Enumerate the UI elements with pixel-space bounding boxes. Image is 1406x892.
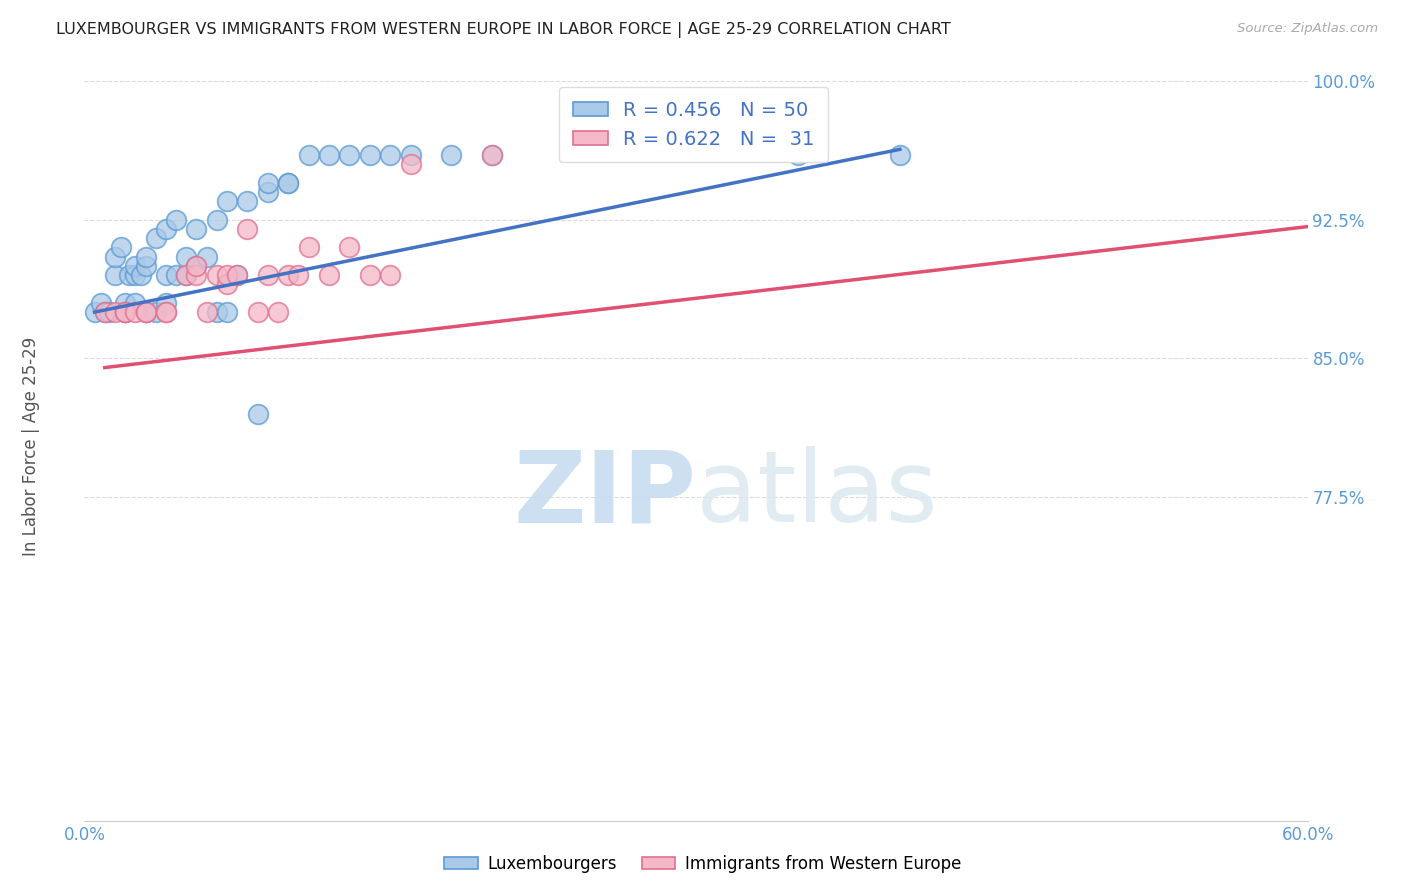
Point bbox=[318, 148, 340, 162]
Point bbox=[93, 305, 115, 319]
Point bbox=[124, 305, 146, 319]
Point bbox=[298, 148, 321, 162]
Point bbox=[257, 185, 280, 199]
Point bbox=[298, 240, 321, 254]
Point bbox=[257, 176, 280, 190]
Point bbox=[380, 148, 402, 162]
Point bbox=[135, 305, 157, 319]
Point bbox=[155, 222, 177, 236]
Point bbox=[135, 259, 157, 273]
Point bbox=[440, 148, 463, 162]
Point bbox=[195, 305, 218, 319]
Point bbox=[155, 268, 177, 282]
Point bbox=[124, 268, 146, 282]
Legend: Luxembourgers, Immigrants from Western Europe: Luxembourgers, Immigrants from Western E… bbox=[437, 848, 969, 880]
Point bbox=[174, 268, 197, 282]
Point bbox=[135, 305, 157, 319]
Point bbox=[217, 277, 239, 292]
Point bbox=[236, 222, 259, 236]
Text: LUXEMBOURGER VS IMMIGRANTS FROM WESTERN EUROPE IN LABOR FORCE | AGE 25-29 CORREL: LUXEMBOURGER VS IMMIGRANTS FROM WESTERN … bbox=[56, 22, 950, 38]
Point bbox=[257, 268, 280, 282]
Point bbox=[114, 305, 136, 319]
Point bbox=[165, 268, 187, 282]
Text: In Labor Force | Age 25-29: In Labor Force | Age 25-29 bbox=[22, 336, 39, 556]
Point bbox=[165, 212, 187, 227]
Point bbox=[339, 148, 361, 162]
Point bbox=[131, 268, 153, 282]
Point bbox=[205, 305, 228, 319]
Point bbox=[246, 305, 269, 319]
Point bbox=[481, 148, 503, 162]
Point bbox=[217, 268, 239, 282]
Point bbox=[155, 296, 177, 310]
Point bbox=[226, 268, 249, 282]
Point bbox=[339, 240, 361, 254]
Point bbox=[399, 148, 422, 162]
Point bbox=[114, 305, 136, 319]
Point bbox=[186, 268, 208, 282]
Point bbox=[380, 268, 402, 282]
Point bbox=[217, 194, 239, 208]
Point bbox=[277, 176, 299, 190]
Point bbox=[97, 305, 120, 319]
Point bbox=[93, 305, 115, 319]
Point bbox=[205, 268, 228, 282]
Legend: R = 0.456   N = 50, R = 0.622   N =  31: R = 0.456 N = 50, R = 0.622 N = 31 bbox=[560, 87, 828, 162]
Point bbox=[246, 407, 269, 421]
Point bbox=[186, 259, 208, 273]
Point bbox=[287, 268, 309, 282]
Point bbox=[481, 148, 503, 162]
Point bbox=[318, 268, 340, 282]
Point bbox=[217, 305, 239, 319]
Point bbox=[114, 305, 136, 319]
Point bbox=[114, 296, 136, 310]
Point bbox=[155, 305, 177, 319]
Text: Source: ZipAtlas.com: Source: ZipAtlas.com bbox=[1237, 22, 1378, 36]
Point bbox=[124, 296, 146, 310]
Text: atlas: atlas bbox=[696, 446, 938, 543]
Point bbox=[226, 268, 249, 282]
Point bbox=[174, 268, 197, 282]
Point bbox=[145, 231, 167, 245]
Point bbox=[889, 148, 911, 162]
Point bbox=[236, 194, 259, 208]
Point bbox=[186, 222, 208, 236]
Point bbox=[104, 250, 127, 264]
Point bbox=[104, 305, 127, 319]
Point bbox=[186, 259, 208, 273]
Point bbox=[124, 259, 146, 273]
Point bbox=[104, 268, 127, 282]
Point bbox=[205, 212, 228, 227]
Text: ZIP: ZIP bbox=[513, 446, 696, 543]
Point bbox=[145, 305, 167, 319]
Point bbox=[359, 148, 381, 162]
Point bbox=[174, 250, 197, 264]
Point bbox=[277, 268, 299, 282]
Point bbox=[277, 176, 299, 190]
Point bbox=[83, 305, 105, 319]
Point bbox=[787, 148, 810, 162]
Point bbox=[195, 250, 218, 264]
Point bbox=[135, 305, 157, 319]
Point bbox=[110, 240, 132, 254]
Point bbox=[135, 250, 157, 264]
Point bbox=[399, 157, 422, 171]
Point bbox=[90, 296, 112, 310]
Point bbox=[267, 305, 290, 319]
Point bbox=[155, 305, 177, 319]
Point bbox=[118, 268, 141, 282]
Point bbox=[359, 268, 381, 282]
